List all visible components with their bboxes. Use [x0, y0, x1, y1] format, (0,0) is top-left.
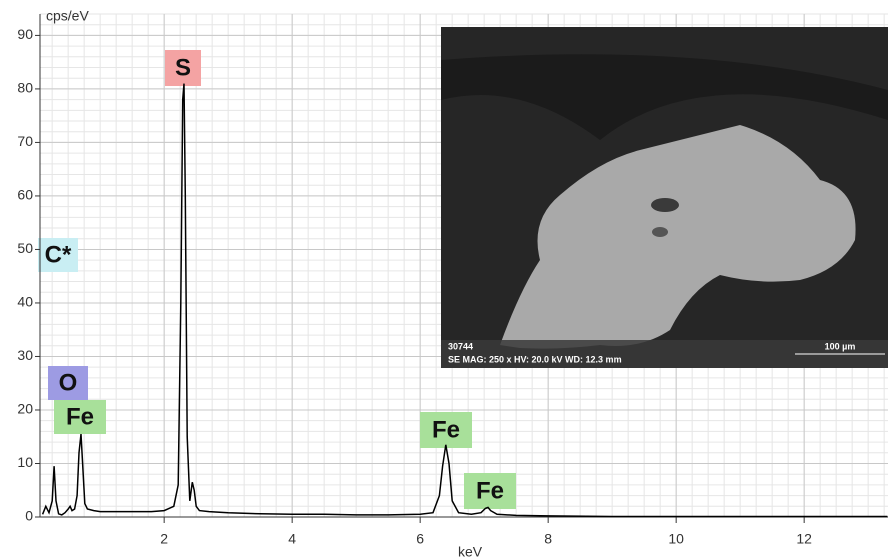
- inset-id: 30744: [448, 341, 473, 351]
- x-tick-label: 8: [544, 531, 552, 547]
- annotation: Fe: [66, 403, 94, 430]
- y-tick-label: 20: [17, 401, 33, 417]
- inset-pore: [652, 227, 668, 237]
- y-axis-label: cps/eV: [46, 8, 89, 24]
- sem-inset: 30744 SE MAG: 250 x HV: 20.0 kV WD: 12.3…: [441, 27, 888, 368]
- y-tick-label: 30: [17, 347, 33, 363]
- inset-info: SE MAG: 250 x HV: 20.0 kV WD: 12.3 mm: [448, 354, 622, 364]
- annotation: Fe: [476, 477, 504, 504]
- y-tick-label: 10: [17, 454, 33, 470]
- x-tick-label: 2: [160, 531, 168, 547]
- annotation: C*: [45, 241, 72, 268]
- y-tick-label: 50: [17, 240, 33, 256]
- y-tick-label: 90: [17, 26, 33, 42]
- x-tick-label: 4: [288, 531, 296, 547]
- annotation: O: [59, 369, 78, 396]
- x-axis-label: keV: [458, 544, 483, 560]
- annotation: Fe: [432, 416, 460, 443]
- x-tick-label: 12: [796, 531, 812, 547]
- y-tick-label: 80: [17, 80, 33, 96]
- x-tick-label: 6: [416, 531, 424, 547]
- annotation: S: [175, 54, 191, 81]
- y-tick-label: 70: [17, 133, 33, 149]
- x-tick-label: 10: [668, 531, 684, 547]
- page: cps/eV keV 30744 SE MAG: 250 x HV: 20.0 …: [0, 0, 888, 560]
- inset-scale: 100 µm: [825, 341, 856, 351]
- y-tick-label: 40: [17, 294, 33, 310]
- chart: cps/eV keV 30744 SE MAG: 250 x HV: 20.0 …: [0, 0, 888, 560]
- inset-pore: [651, 198, 679, 212]
- y-tick-label: 60: [17, 187, 33, 203]
- y-tick-label: 0: [25, 508, 33, 524]
